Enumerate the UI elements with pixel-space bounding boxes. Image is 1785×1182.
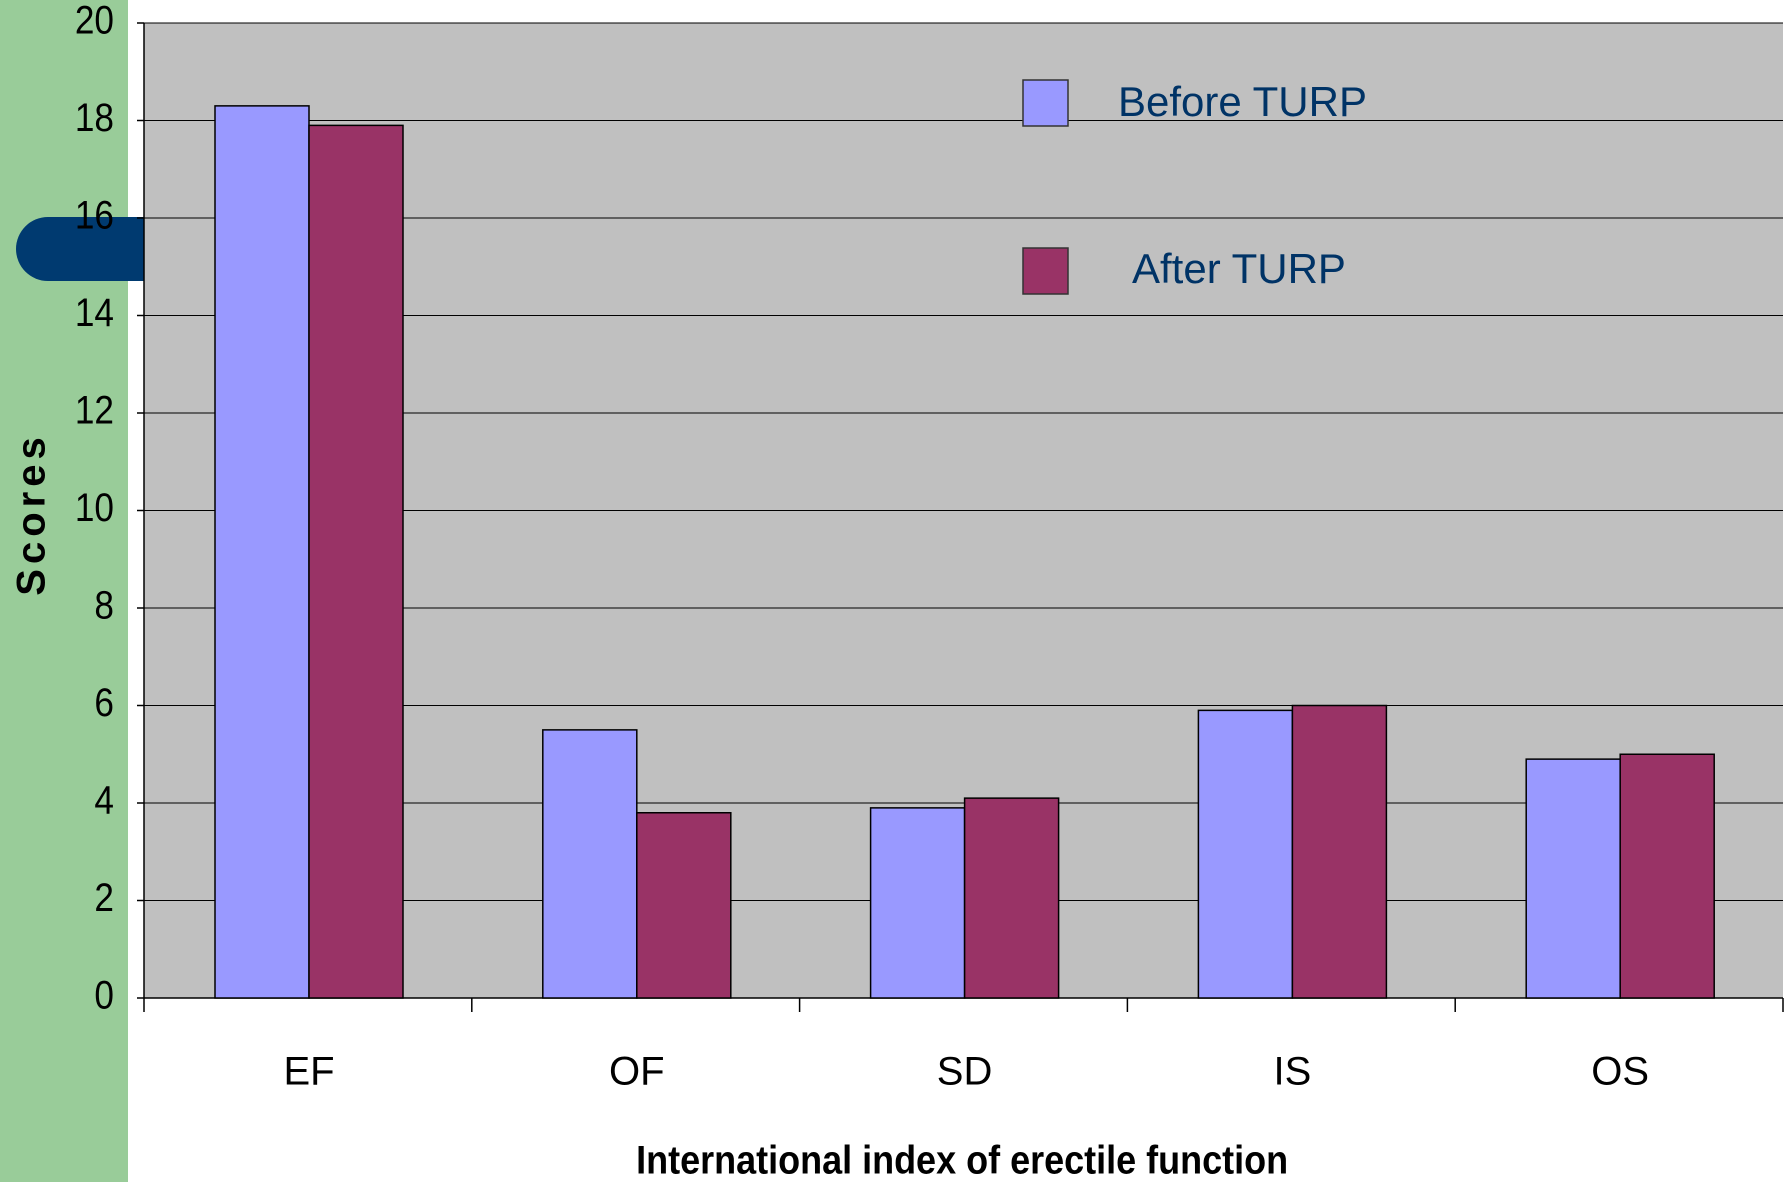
y-tick-label: 14 [75, 290, 114, 335]
y-tick-label: 2 [94, 875, 114, 920]
x-tick-label: OS [1591, 1050, 1649, 1094]
y-tick-label: 20 [75, 0, 114, 42]
x-axis-title: International index of erectile function [636, 1139, 1288, 1182]
legend-swatch [1022, 247, 1069, 295]
legend-swatch [1022, 79, 1069, 127]
y-axis-title: Scores [10, 432, 54, 595]
side-strip [0, 0, 128, 1182]
y-tick-label: 4 [94, 777, 114, 822]
bar [869, 807, 966, 999]
y-tick-label: 16 [75, 192, 114, 237]
bar [1525, 758, 1621, 999]
legend-label: Before TURP [1118, 78, 1367, 125]
bar [1291, 704, 1388, 999]
bar [308, 124, 404, 999]
bar [1619, 753, 1715, 999]
bar [542, 729, 638, 999]
y-tick-label: 12 [75, 387, 114, 432]
side-tab-end [84, 217, 144, 281]
y-tick-label: 10 [75, 485, 114, 530]
bar [636, 812, 732, 999]
bar [214, 105, 310, 999]
y-tick-label: 8 [94, 582, 114, 627]
y-tick-label: 0 [94, 972, 114, 1017]
x-tick-label: EF [283, 1050, 334, 1094]
bar [1197, 709, 1294, 999]
y-tick-label: 18 [75, 95, 114, 140]
y-tick-label: 6 [94, 680, 114, 725]
x-tick-label: SD [937, 1050, 993, 1094]
legend-label: After TURP [1132, 245, 1346, 292]
x-tick-label: OF [609, 1050, 665, 1094]
strip-corner [128, 0, 140, 14]
x-tick-label: IS [1274, 1050, 1312, 1094]
bar [963, 797, 1060, 999]
